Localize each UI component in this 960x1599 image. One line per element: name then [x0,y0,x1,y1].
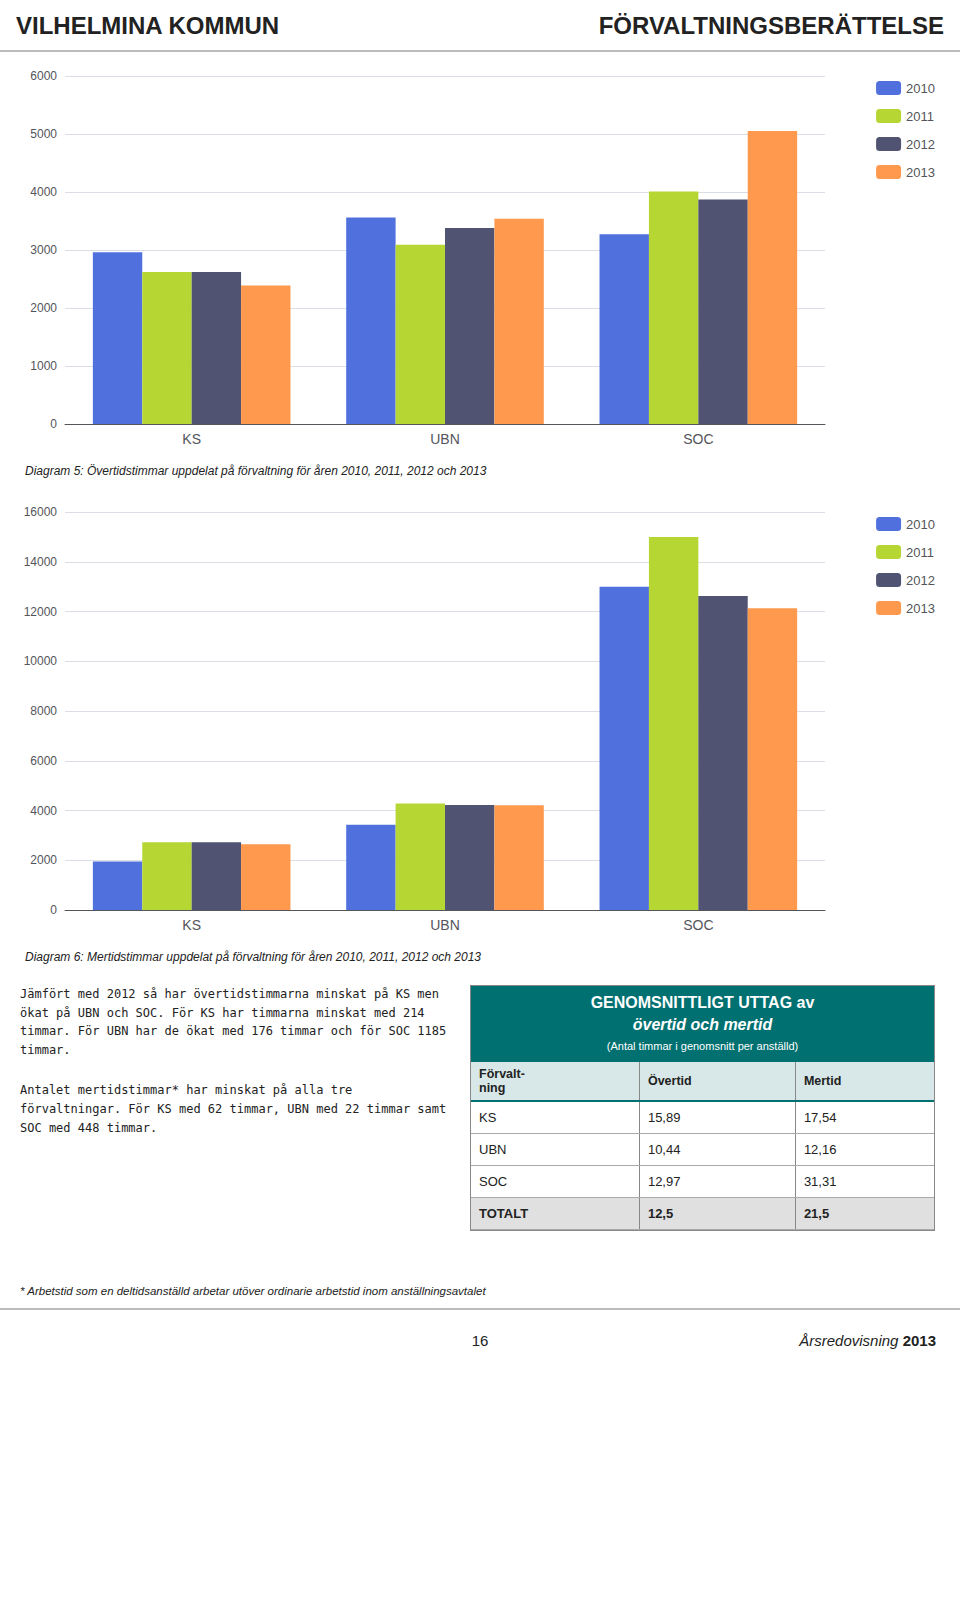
html-text:12,97: 12,97 [647,1174,681,1189]
svg-text:2011: 2011 [906,109,934,124]
html-text:övertid och mertid: övertid och mertid [632,1016,773,1033]
svg-text:2010: 2010 [906,517,935,532]
html-text:Antalet mertidstimmar* har min: Antalet mertidstimmar* har minskat på al… [20,1083,447,1135]
svg-text:5000: 5000 [30,127,57,141]
svg-text:8000: 8000 [30,704,57,718]
svg-text:4000: 4000 [30,804,57,818]
html-text:Jämfört med 2012 så har överti: Jämfört med 2012 så har övertidstimmarna… [20,987,447,1057]
svg-text:SOC: SOC [683,431,713,447]
svg-text:SOC: SOC [683,917,713,933]
svg-text:KS: KS [182,917,201,933]
svg-text:2013: 2013 [906,601,935,616]
html-text:GENOMSNITTLIGT UTTAG av: GENOMSNITTLIGT UTTAG av [590,994,815,1011]
svg-text:Diagram 6: Mertidstimmar uppde: Diagram 6: Mertidstimmar uppdelat på för… [25,950,481,964]
svg-text:2000: 2000 [30,853,57,867]
html-text:TOTALT: TOTALT [479,1206,529,1221]
html-text:SOC: SOC [479,1174,508,1189]
html-text:10,44: 10,44 [647,1142,681,1157]
html-text:UBN: UBN [479,1142,507,1157]
svg-text:2012: 2012 [906,573,935,588]
html-text:12,16: 12,16 [803,1142,837,1157]
svg-text:UBN: UBN [430,431,460,447]
svg-text:0: 0 [50,903,57,917]
html-text:FÖRVALTNINGSBERÄTTELSE: FÖRVALTNINGSBERÄTTELSE [598,12,944,39]
svg-text:2010: 2010 [906,81,935,96]
svg-text:3000: 3000 [30,243,57,257]
html-text:* Arbetstid som en deltidsanst: * Arbetstid som en deltidsanställd arbet… [20,1284,486,1297]
svg-text:16000: 16000 [24,505,58,519]
svg-text:2011: 2011 [906,545,934,560]
svg-text:KS: KS [182,431,201,447]
html-text:21,5: 21,5 [803,1206,830,1221]
html-text:Årsredovisning 2013: Årsredovisning 2013 [799,1331,936,1349]
svg-text:0: 0 [50,417,57,431]
html-text:16: 16 [471,1331,489,1349]
svg-text:2000: 2000 [30,301,57,315]
svg-text:UBN: UBN [430,917,460,933]
html-text:15,89: 15,89 [647,1110,681,1125]
html-text:12,5: 12,5 [647,1206,674,1221]
html-text:31,31: 31,31 [803,1174,837,1189]
svg-text:1000: 1000 [30,359,57,373]
svg-text:10000: 10000 [24,654,58,668]
svg-text:6000: 6000 [30,754,57,768]
html-text:(Antal timmar i genomsnitt per: (Antal timmar i genomsnitt per anställd) [606,1040,799,1052]
html-text:Övertid: Övertid [647,1074,692,1088]
svg-text:12000: 12000 [24,605,58,619]
html-text:17,54: 17,54 [803,1110,837,1125]
html-text:VILHELMINA KOMMUN: VILHELMINA KOMMUN [16,12,280,39]
svg-text:6000: 6000 [30,69,57,83]
svg-text:2013: 2013 [906,165,935,180]
svg-text:4000: 4000 [30,185,57,199]
html-text:KS: KS [479,1110,497,1125]
svg-text:2012: 2012 [906,137,935,152]
svg-text:14000: 14000 [24,555,58,569]
html-text:Mertid: Mertid [803,1074,842,1088]
html-text:Förvalt- ning: Förvalt- ning [479,1067,525,1095]
svg-text:Diagram 5: Övertidstimmar uppd: Diagram 5: Övertidstimmar uppdelat på fö… [25,464,487,478]
